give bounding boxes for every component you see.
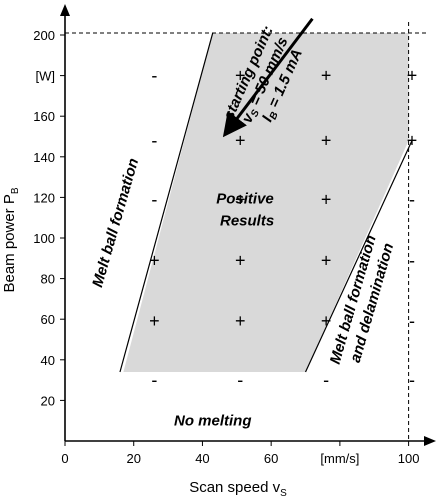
y-ticks: 20 40 60 80 100 120 140 160 [W] 200 — [33, 28, 65, 408]
no-melting-label: No melting — [174, 413, 252, 430]
x-tick-label: 20 — [126, 451, 140, 466]
point-positive: + — [149, 311, 160, 331]
x-tick-label: 100 — [398, 451, 420, 466]
positive-results-line1: Positive — [216, 190, 274, 207]
data-points: - + + + - + + + - + + - + + + - + + + - - - - - — [149, 66, 417, 391]
point-positive: + — [321, 66, 332, 86]
point-negative: - — [409, 311, 415, 331]
positive-results-region — [123, 33, 409, 372]
y-axis-title-sub: B — [10, 187, 21, 194]
y-tick-label: [W] — [36, 69, 56, 84]
boundary-line-2 — [304, 140, 413, 373]
point-positive: + — [235, 66, 246, 86]
annotation-ib-sub: B — [268, 110, 281, 121]
point-negative: - — [409, 250, 415, 270]
point-positive: + — [235, 250, 246, 270]
x-tick-label: 60 — [264, 451, 278, 466]
point-negative: - — [151, 370, 157, 390]
point-negative: - — [151, 189, 157, 209]
y-tick-label: 20 — [41, 393, 55, 408]
melt-ball-formation-label: Melt ball formation — [89, 156, 142, 289]
y-tick-label: 200 — [33, 28, 55, 43]
point-negative: - — [323, 370, 329, 390]
point-positive: + — [321, 131, 332, 151]
x-axis-title: Scan speed vS — [189, 479, 287, 499]
point-negative: - — [237, 370, 243, 390]
x-axis-arrow — [424, 436, 436, 446]
point-positive: + — [149, 250, 160, 270]
point-positive: + — [235, 131, 246, 151]
x-axis-title-sub: S — [280, 488, 287, 499]
point-positive: + — [321, 311, 332, 331]
point-negative: - — [409, 189, 415, 209]
y-axis-arrow — [60, 4, 70, 16]
y-tick-label: 100 — [33, 231, 55, 246]
x-tick-label: 0 — [61, 451, 68, 466]
y-tick-label: 120 — [33, 190, 55, 205]
starting-point-arrow — [222, 17, 314, 138]
point-positive: + — [407, 66, 418, 86]
y-tick-label: 40 — [41, 353, 55, 368]
positive-results-label: Positive Results — [216, 190, 278, 229]
y-axis-title: Beam power PB — [1, 187, 21, 292]
y-tick-label: 140 — [33, 150, 55, 165]
annotation-ib-main: I — [259, 113, 277, 124]
y-tick-label: 60 — [41, 312, 55, 327]
x-axis-title-main: Scan speed v — [189, 479, 280, 496]
y-axis-title-main: Beam power P — [1, 194, 18, 292]
point-positive: + — [321, 189, 332, 209]
annotation-vs-sub: S — [249, 108, 262, 119]
y-tick-label: 160 — [33, 109, 55, 124]
x-tick-label: [mm/s] — [320, 451, 359, 466]
axes — [60, 4, 436, 446]
point-negative: - — [409, 370, 415, 390]
point-positive: + — [235, 189, 246, 209]
x-tick-label: 40 — [195, 451, 209, 466]
x-ticks: 0 20 40 60 [mm/s] 100 — [61, 441, 419, 466]
point-positive: + — [407, 131, 418, 151]
positive-results-line2: Results — [220, 212, 274, 229]
point-negative: - — [151, 131, 157, 151]
point-positive: + — [321, 250, 332, 270]
point-positive: + — [235, 311, 246, 331]
boundary-line-1 — [119, 32, 214, 373]
region-boundaries — [119, 32, 413, 373]
point-negative: - — [151, 66, 157, 86]
y-tick-label: 80 — [41, 272, 55, 287]
